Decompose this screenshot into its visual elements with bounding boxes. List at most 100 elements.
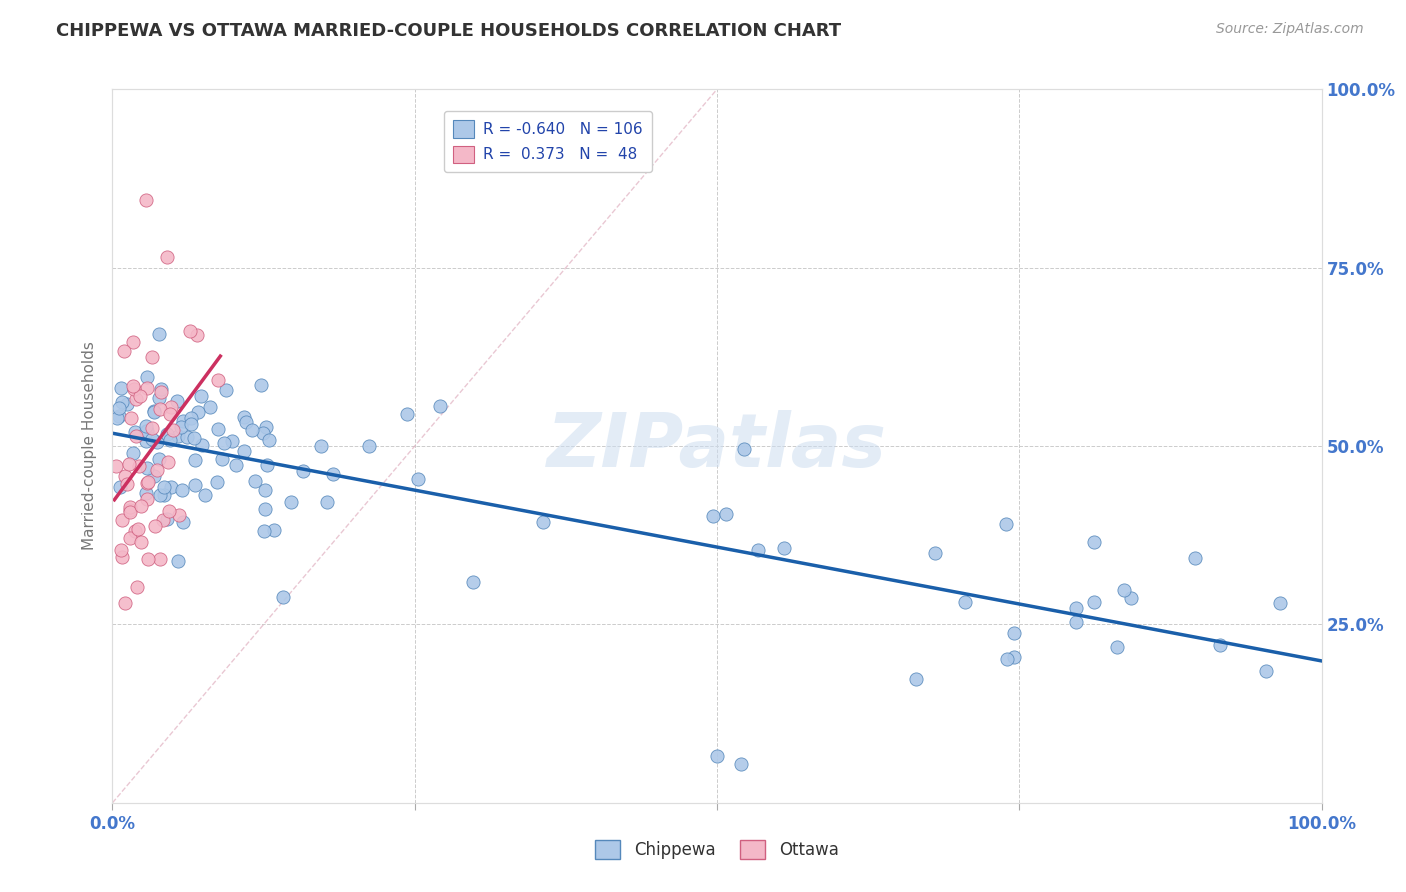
Point: [167, 429, 190, 443]
Point: [207, 373, 229, 387]
Point: [232, 444, 254, 458]
Point: [1184, 551, 1206, 566]
Point: [357, 439, 380, 453]
Point: [118, 505, 141, 519]
Point: [148, 452, 170, 467]
Point: [702, 508, 724, 523]
Text: CHIPPEWA VS OTTAWA MARRIED-COUPLE HOUSEHOLDS CORRELATION CHART: CHIPPEWA VS OTTAWA MARRIED-COUPLE HOUSEH…: [56, 22, 841, 40]
Point: [187, 405, 209, 419]
Point: [198, 400, 221, 414]
Point: [129, 535, 152, 549]
Point: [135, 475, 157, 490]
Point: [1064, 615, 1087, 630]
Point: [953, 594, 976, 608]
Point: [149, 488, 172, 502]
Point: [235, 415, 257, 429]
Point: [773, 541, 796, 555]
Point: [152, 512, 174, 526]
Point: [114, 596, 136, 610]
Point: [240, 423, 263, 437]
Point: [190, 388, 212, 402]
Point: [1002, 649, 1025, 664]
Point: [995, 517, 1018, 532]
Point: [396, 407, 419, 421]
Point: [111, 549, 134, 564]
Point: [156, 455, 179, 469]
Point: [141, 420, 163, 434]
Point: [150, 384, 173, 399]
Point: [136, 475, 159, 490]
Point: [461, 575, 484, 590]
Point: [143, 519, 166, 533]
Point: [280, 495, 302, 509]
Point: [108, 409, 131, 423]
Point: [1112, 583, 1135, 598]
Point: [136, 381, 159, 395]
Point: [118, 457, 141, 471]
Point: [124, 425, 146, 440]
Point: [172, 414, 194, 428]
Point: [254, 420, 277, 434]
Point: [127, 523, 149, 537]
Point: [108, 480, 131, 494]
Point: [253, 524, 276, 538]
Point: [179, 324, 201, 338]
Point: [172, 483, 194, 497]
Point: [142, 404, 165, 418]
Point: [136, 491, 159, 506]
Point: [1066, 601, 1088, 615]
Point: [408, 473, 430, 487]
Point: [207, 475, 229, 490]
Point: [170, 419, 193, 434]
Point: [136, 369, 159, 384]
Point: [149, 552, 172, 566]
Point: [191, 437, 214, 451]
Point: [184, 478, 207, 492]
Point: [111, 394, 134, 409]
Point: [124, 524, 146, 538]
Point: [167, 554, 190, 568]
Point: [159, 400, 181, 414]
Point: [128, 458, 150, 473]
Point: [125, 428, 148, 442]
Point: [121, 446, 143, 460]
Point: [250, 378, 273, 392]
Point: [148, 326, 170, 341]
Point: [135, 434, 157, 449]
Point: [215, 384, 238, 398]
Point: [1105, 640, 1128, 654]
Point: [183, 431, 205, 445]
Point: [221, 434, 243, 449]
Point: [733, 442, 755, 456]
Point: [108, 401, 131, 415]
Point: [256, 458, 278, 473]
Point: [194, 488, 217, 502]
Point: [150, 382, 173, 396]
Point: [125, 392, 148, 407]
Point: [153, 480, 176, 494]
Point: [122, 382, 145, 396]
Point: [121, 334, 143, 349]
Point: [186, 328, 208, 343]
Point: [904, 672, 927, 686]
Point: [118, 503, 141, 517]
Point: [121, 378, 143, 392]
Point: [176, 429, 198, 443]
Point: [180, 411, 202, 425]
Point: [149, 401, 172, 416]
Point: [135, 424, 157, 438]
Point: [141, 350, 163, 364]
Point: [233, 409, 256, 424]
Point: [118, 500, 141, 515]
Point: [112, 343, 135, 358]
Point: [1002, 626, 1025, 640]
Point: [309, 440, 332, 454]
Point: [747, 543, 769, 558]
Point: [115, 476, 138, 491]
Point: [1254, 664, 1277, 678]
Point: [924, 546, 946, 560]
Point: [117, 397, 139, 411]
Point: [180, 417, 202, 431]
Point: [1083, 535, 1105, 549]
Point: [146, 463, 169, 477]
